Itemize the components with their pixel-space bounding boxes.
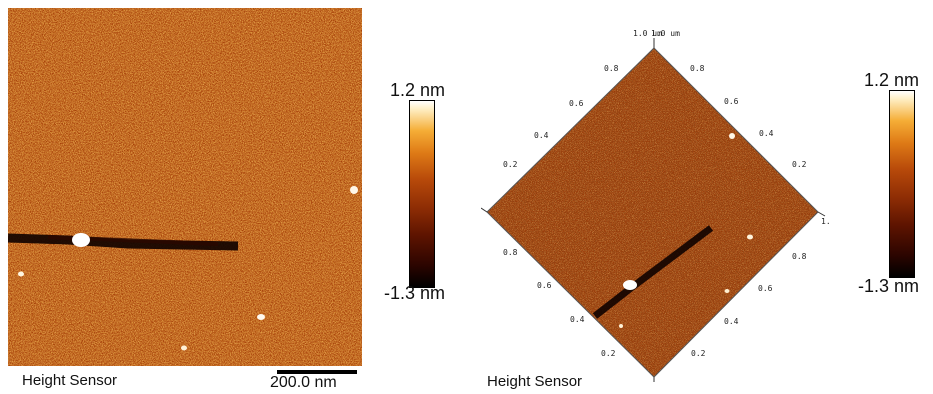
upper-left-tick-3: 0.2 <box>503 160 518 169</box>
upper-left-tick-0: 0.8 <box>604 64 619 73</box>
upper-left-tick-1: 0.6 <box>569 99 584 108</box>
right-colorbar-min-label: -1.3 nm <box>858 276 920 296</box>
right-image-caption: Height Sensor <box>487 373 583 390</box>
lower-right-tick-0: 0.8 <box>792 252 807 261</box>
upper-right-tick-0: 0.8 <box>690 64 705 73</box>
diamond-top-label-overlap: 1.0 um <box>651 29 680 38</box>
scale-bar <box>277 370 357 374</box>
afm-3d-diamond-view: 1.0 um 1.0 um 1.0 um 0.8 0.6 0.4 0.2 0.8… <box>481 26 831 382</box>
right-colorbar-max-label: 1.2 nm <box>864 70 920 90</box>
diamond-top-label: 1.0 um <box>633 29 662 38</box>
diamond-right-axis-label: 1.0 um <box>821 217 831 226</box>
lower-left-tick-1: 0.6 <box>537 281 552 290</box>
lower-left-tick-0: 0.8 <box>503 248 518 257</box>
left-colorbar <box>409 100 435 288</box>
left-image-caption: Height Sensor <box>22 372 118 389</box>
lower-right-tick-3: 0.2 <box>691 349 706 358</box>
left-colorbar-max-label: 1.2 nm <box>390 80 446 100</box>
upper-right-tick-3: 0.2 <box>792 160 807 169</box>
lower-right-tick-2: 0.4 <box>724 317 739 326</box>
upper-left-tick-2: 0.4 <box>534 131 549 140</box>
upper-right-tick-1: 0.6 <box>724 97 739 106</box>
scale-bar-label: 200.0 nm <box>270 374 337 391</box>
upper-right-tick-2: 0.4 <box>759 129 774 138</box>
lower-right-tick-1: 0.6 <box>758 284 773 293</box>
lower-left-tick-3: 0.2 <box>601 349 616 358</box>
diamond-surface <box>487 48 818 377</box>
lower-left-tick-2: 0.4 <box>570 315 585 324</box>
afm-height-image <box>8 8 362 366</box>
left-colorbar-min-label: -1.3 nm <box>384 283 446 303</box>
right-colorbar <box>889 90 915 278</box>
